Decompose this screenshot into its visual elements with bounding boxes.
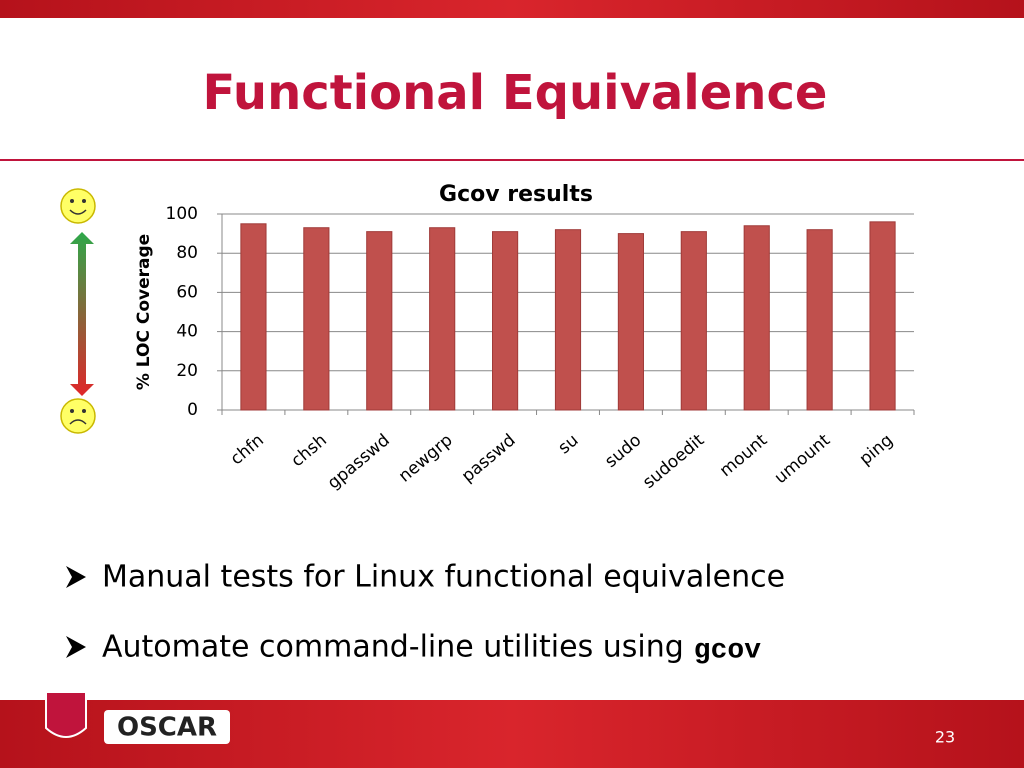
top-band <box>0 0 1024 18</box>
bullet-text: Automate command-line utilities using <box>102 630 684 665</box>
x-tick-label: chfn <box>227 430 268 469</box>
bar <box>303 227 330 411</box>
y-tick-label: 40 <box>176 322 198 342</box>
y-tick-label: 100 <box>166 204 198 224</box>
sad-face <box>60 398 96 434</box>
bullet-code: gcov <box>694 635 761 666</box>
scale-arrow <box>70 232 94 396</box>
y-tick-label: 20 <box>176 361 198 381</box>
bar <box>492 231 519 411</box>
x-tick-label: newgrp <box>395 430 457 486</box>
x-tick-label: chsh <box>287 430 330 471</box>
y-tick-label: 60 <box>176 282 198 302</box>
bar <box>680 231 707 411</box>
logo-box <box>104 710 230 744</box>
x-tick-label: passwd <box>458 430 520 486</box>
bar <box>366 231 393 411</box>
page-number: 23 <box>935 728 955 747</box>
bar <box>240 223 267 411</box>
x-tick-label: mount <box>716 430 771 481</box>
chart-title: Gcov results <box>439 182 593 207</box>
y-tick-label: 0 <box>187 400 198 420</box>
slide-title: Functional Equivalence <box>203 65 828 121</box>
bullet-text: Manual tests for Linux functional equiva… <box>102 560 785 595</box>
y-tick-label: 80 <box>176 243 198 263</box>
y-axis-title: % LOC Coverage <box>134 234 154 390</box>
bullet-marker <box>66 636 86 658</box>
bar <box>806 229 833 411</box>
happy-face <box>60 188 96 224</box>
shield-logo <box>45 691 87 738</box>
bar <box>743 225 770 411</box>
bar <box>429 227 456 411</box>
bar <box>617 233 644 411</box>
x-tick-label: ping <box>856 430 897 469</box>
x-tick-label: gpasswd <box>324 430 394 493</box>
x-tick-label: su <box>555 430 583 458</box>
chart: Gcov results % LOC Coverage 0 20 40 60 80 100… <box>134 182 915 493</box>
bar <box>869 221 896 411</box>
bullet-marker <box>66 566 86 588</box>
x-tick-label: sudoedit <box>639 430 708 493</box>
x-tick-label: sudo <box>601 430 645 472</box>
bar <box>554 229 582 411</box>
x-tick-label: umount <box>771 430 835 488</box>
logo-text: OSCAR <box>117 713 217 743</box>
